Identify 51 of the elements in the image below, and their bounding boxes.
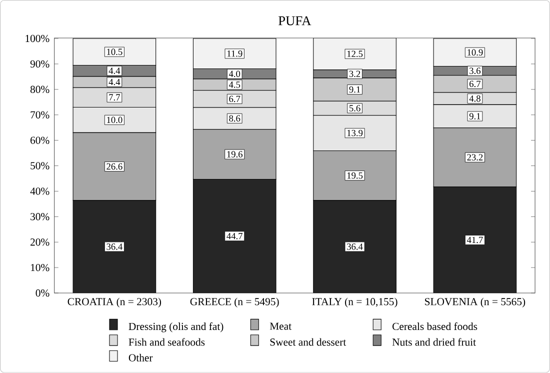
data-label: 6.7 bbox=[229, 96, 240, 102]
data-label: 26.6 bbox=[106, 164, 122, 170]
data-label: 4.8 bbox=[469, 96, 480, 102]
data-label: 23.2 bbox=[467, 154, 483, 161]
legend-label: Cereals based foods bbox=[392, 322, 478, 330]
data-label: 3.6 bbox=[470, 68, 481, 74]
data-label: 13.9 bbox=[347, 130, 363, 136]
data-label: 41.7 bbox=[466, 236, 483, 244]
y-tick-label: 70% bbox=[30, 111, 50, 119]
x-tick-label: GREECE (n = 5495) bbox=[190, 298, 279, 308]
y-tick-label: 30% bbox=[30, 213, 50, 220]
legend-label: Other bbox=[128, 354, 153, 362]
legend-label: Dressing (olis and fat) bbox=[128, 322, 224, 332]
data-label: 7.7 bbox=[109, 94, 120, 101]
y-tick-label: 20% bbox=[30, 238, 50, 246]
legend-label: Sweet and dessert bbox=[270, 338, 346, 346]
data-label: 8.6 bbox=[229, 115, 240, 122]
y-tick-label: 50% bbox=[30, 162, 50, 170]
data-label: 10.9 bbox=[468, 49, 483, 56]
x-tick-label: CROATIA (n = 2303) bbox=[68, 298, 162, 308]
data-label: 11.9 bbox=[227, 50, 242, 57]
data-label: 9.1 bbox=[469, 113, 480, 120]
chart-title: PUFA bbox=[278, 16, 312, 26]
legend-label: Meat bbox=[270, 322, 292, 330]
data-label: 12.5 bbox=[347, 50, 363, 58]
data-label: 4.4 bbox=[108, 79, 120, 86]
data-label: 19.6 bbox=[227, 151, 243, 158]
y-tick-label: 40% bbox=[30, 188, 50, 195]
data-label: 5.6 bbox=[349, 105, 360, 112]
y-tick-label: 80% bbox=[30, 86, 50, 94]
data-label: 4.4 bbox=[108, 68, 120, 74]
y-tick-label: 60% bbox=[30, 136, 50, 144]
data-label: 10.0 bbox=[107, 116, 122, 124]
y-tick-label: 10% bbox=[31, 264, 50, 272]
data-label: 6.7 bbox=[470, 80, 481, 88]
data-label: 9.1 bbox=[349, 86, 360, 93]
x-tick-label: ITALY (n = 10,155) bbox=[312, 298, 398, 308]
data-label: 19.5 bbox=[347, 172, 363, 179]
data-label: 4.5 bbox=[228, 82, 240, 88]
data-label: 36.4 bbox=[347, 244, 363, 250]
data-label: 44.7 bbox=[226, 233, 243, 240]
y-tick-label: 100% bbox=[26, 35, 50, 42]
x-tick-label: SLOVENIA (n = 5565) bbox=[425, 298, 526, 308]
data-label: 36.4 bbox=[106, 244, 122, 250]
data-label: 4.0 bbox=[228, 70, 240, 78]
data-label: 3.2 bbox=[349, 70, 360, 78]
y-tick-label: 90% bbox=[30, 60, 50, 68]
legend-label: Nuts and dried fruit bbox=[392, 338, 476, 346]
data-label: 10.5 bbox=[107, 48, 122, 56]
legend-label: Fish and seafoods bbox=[128, 338, 205, 346]
y-tick-label: 0% bbox=[36, 290, 50, 297]
